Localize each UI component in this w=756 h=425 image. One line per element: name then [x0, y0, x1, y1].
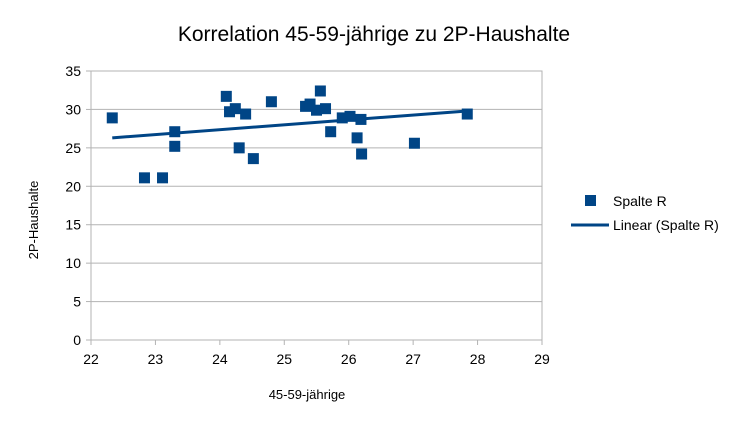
data-point	[314, 85, 326, 97]
grid	[86, 70, 543, 345]
data-point	[157, 172, 169, 184]
y-tick-label: 35	[65, 63, 81, 79]
data-point	[344, 110, 356, 122]
trendline	[112, 109, 468, 140]
data-point	[336, 112, 348, 124]
data-point	[351, 132, 363, 144]
data-point	[265, 96, 277, 108]
data-point	[320, 103, 332, 115]
data-point	[325, 126, 337, 138]
x-tick-label: 24	[212, 351, 228, 367]
data-point	[220, 90, 232, 102]
data-point	[461, 108, 473, 120]
legend: Spalte R Linear (Spalte R)	[571, 193, 719, 233]
y-tick-label: 10	[65, 255, 81, 271]
y-tick-label: 0	[73, 332, 81, 348]
y-tick-label: 30	[65, 101, 81, 117]
y-axis-label: 2P-Haushalte	[26, 181, 41, 260]
data-point	[224, 106, 236, 118]
x-tick-label: 27	[405, 351, 421, 367]
legend-label-spalte-r: Spalte R	[613, 193, 667, 209]
y-tick-label: 20	[65, 178, 81, 194]
data-point	[356, 148, 368, 160]
data-point	[304, 98, 316, 110]
x-tick-label: 28	[470, 351, 486, 367]
x-axis-label: 45-59-jährige	[269, 387, 346, 402]
chart-title: Korrelation 45-59-jährige zu 2P-Haushalt…	[178, 23, 570, 46]
legend-label-linear: Linear (Spalte R)	[613, 217, 719, 233]
data-points	[106, 85, 473, 184]
data-point	[233, 142, 245, 154]
data-point	[229, 103, 241, 115]
y-axis-tick-labels: 0 5 10 15 20 25 30 35	[65, 63, 81, 348]
y-tick-label: 25	[65, 140, 81, 156]
trendline-layer	[112, 109, 468, 140]
x-tick-label: 25	[276, 351, 292, 367]
data-point	[408, 137, 420, 149]
x-tick-label: 29	[534, 351, 550, 367]
data-point	[169, 140, 181, 152]
data-point	[138, 172, 150, 184]
legend-marker-spalte-r	[585, 195, 596, 206]
x-tick-label: 23	[148, 351, 164, 367]
data-point	[240, 108, 252, 120]
x-tick-label: 26	[341, 351, 357, 367]
y-tick-label: 15	[65, 217, 81, 233]
x-tick-label: 22	[83, 351, 99, 367]
x-axis-tick-labels: 22 23 24 25 26 27 28 29	[83, 351, 550, 367]
data-point	[106, 112, 118, 124]
data-point	[169, 126, 181, 138]
y-tick-label: 5	[73, 294, 81, 310]
data-point	[247, 153, 259, 165]
data-point	[355, 113, 367, 125]
plot-area	[90, 70, 543, 341]
data-point	[311, 104, 322, 116]
